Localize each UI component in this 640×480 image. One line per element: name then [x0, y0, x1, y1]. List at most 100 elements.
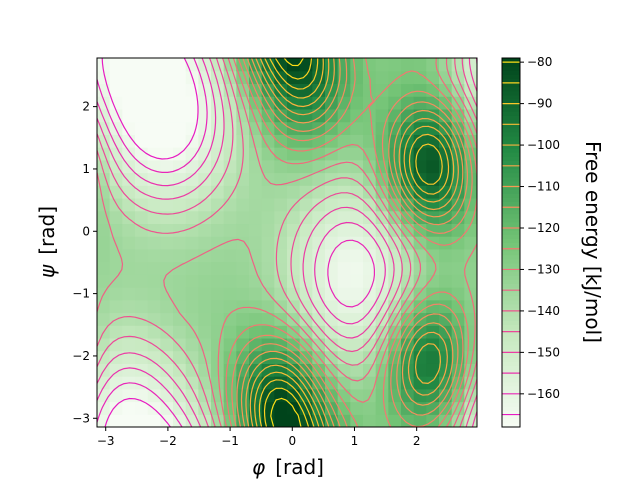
y-tick-label: −3 — [72, 411, 90, 425]
colorbar-segment — [502, 213, 520, 219]
colorbar-segment — [502, 201, 520, 207]
heatmap-cell — [274, 287, 288, 301]
heatmap-cell — [299, 185, 313, 199]
heatmap-cell — [109, 172, 123, 186]
heatmap-cell — [236, 274, 250, 288]
heatmap-cell — [109, 236, 123, 250]
heatmap-cell — [122, 401, 136, 415]
heatmap-cell — [299, 325, 313, 339]
heatmap-cell — [122, 274, 136, 288]
heatmap-cell — [185, 223, 199, 237]
heatmap-cell — [337, 58, 351, 72]
heatmap-cell — [363, 197, 377, 212]
heatmap-cell — [261, 210, 275, 225]
heatmap-cell — [274, 274, 288, 288]
heatmap-cell — [401, 210, 415, 225]
colorbar-segment — [502, 254, 520, 260]
heatmap-cell — [160, 210, 174, 225]
heatmap-cell — [439, 134, 453, 148]
heatmap-cell — [464, 299, 477, 314]
heatmap-cell — [312, 185, 326, 199]
heatmap-cell — [325, 83, 339, 97]
heatmap-cell — [185, 337, 199, 352]
heatmap-cell — [211, 312, 225, 326]
heatmap-cell — [223, 147, 237, 161]
x-axis-ticks: −3 −2 −1 0 1 2 — [97, 427, 420, 448]
contour-line — [97, 58, 477, 427]
colorbar-segment — [502, 258, 520, 264]
heatmap-cell — [109, 261, 123, 275]
heatmap-cell — [211, 376, 225, 390]
heatmap-cell — [287, 388, 301, 403]
heatmap-cell — [426, 363, 440, 377]
heatmap-cell — [350, 172, 364, 186]
heatmap-cell — [147, 388, 161, 403]
heatmap-cell — [147, 83, 161, 97]
colorbar-segment — [502, 123, 520, 129]
colorbar-segment — [502, 86, 520, 92]
heatmap-cell — [236, 287, 250, 301]
heatmap-cell — [375, 261, 389, 275]
heatmap-cell — [135, 274, 149, 288]
heatmap-cell — [287, 197, 301, 212]
colorbar-segment — [502, 386, 520, 391]
heatmap-cell — [274, 376, 288, 390]
heatmap-cell — [337, 172, 351, 186]
heatmap-cell — [109, 363, 123, 377]
heatmap-cell — [236, 248, 250, 263]
heatmap-cell — [109, 388, 123, 403]
colorbar-segment — [502, 328, 520, 334]
colorbar-segment — [502, 74, 520, 79]
colorbar-segment — [502, 197, 520, 202]
heatmap-cell — [464, 58, 477, 72]
heatmap-cell — [350, 58, 364, 72]
heatmap-cell — [122, 70, 136, 85]
heatmap-cell — [147, 299, 161, 314]
heatmap-cell — [439, 350, 453, 364]
heatmap-cell — [236, 197, 250, 212]
heatmap-cell — [413, 70, 427, 85]
colorbar-segment — [502, 230, 520, 235]
heatmap-cell — [350, 96, 364, 110]
colorbar-segment — [502, 324, 520, 330]
heatmap-cell — [439, 210, 453, 225]
heatmap-cell — [375, 83, 389, 97]
heatmap-cell — [147, 248, 161, 263]
heatmap-cell — [147, 274, 161, 288]
contour-line — [97, 58, 477, 427]
heatmap-cell — [97, 236, 111, 250]
heatmap-cell — [249, 172, 263, 186]
heatmap-cell — [350, 121, 364, 135]
heatmap-cell — [135, 287, 149, 301]
heatmap-cell — [426, 83, 440, 97]
heatmap-cell — [375, 223, 389, 237]
heatmap-cell — [261, 83, 275, 97]
heatmap-cell — [375, 414, 389, 427]
heatmap-cell — [388, 70, 402, 85]
heatmap-cell — [185, 197, 199, 212]
heatmap-cell — [160, 312, 174, 326]
heatmap-cell — [211, 58, 225, 72]
colorbar-segment — [502, 398, 520, 403]
heatmap-cell — [135, 197, 149, 212]
colorbar-segment — [502, 160, 520, 166]
heatmap-cell — [375, 401, 389, 415]
heatmap-cell — [122, 83, 136, 97]
heatmap-cell — [464, 172, 477, 186]
heatmap-cell — [388, 210, 402, 225]
colorbar-segment — [502, 127, 520, 133]
heatmap-cell — [337, 134, 351, 148]
heatmap-cell — [261, 147, 275, 161]
heatmap-cell — [122, 58, 136, 72]
heatmap-cell — [261, 172, 275, 186]
heatmap-cell — [312, 299, 326, 314]
heatmap-cell — [160, 261, 174, 275]
colorbar-segment — [502, 66, 520, 71]
heatmap-cell — [160, 58, 174, 72]
heatmap-cell — [198, 414, 212, 427]
heatmap-cell — [223, 261, 237, 275]
contour-line — [225, 58, 477, 427]
heatmap-cell — [97, 96, 111, 110]
heatmap-cell — [439, 274, 453, 288]
colorbar-segment — [502, 99, 520, 104]
